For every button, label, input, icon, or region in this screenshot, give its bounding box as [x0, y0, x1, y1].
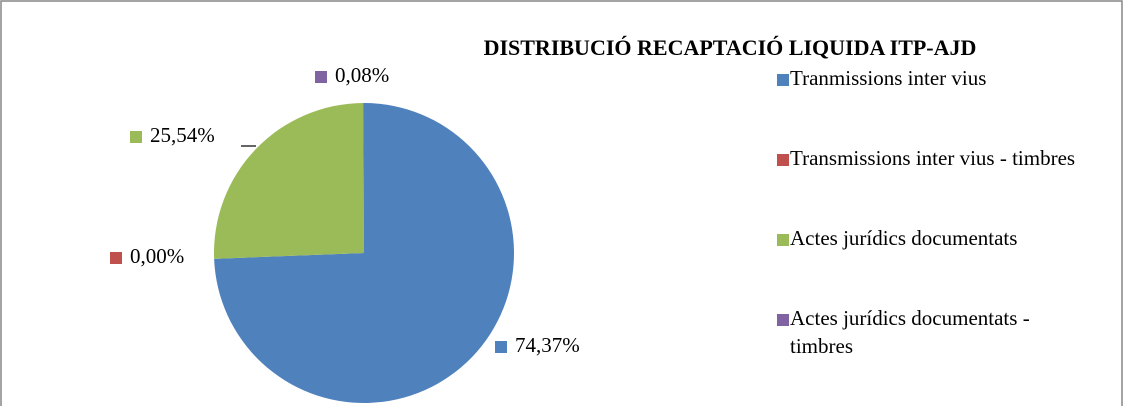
legend-swatch: [777, 234, 789, 246]
pie-slice: [214, 103, 515, 403]
label-swatch: [110, 252, 122, 264]
legend-swatch: [777, 154, 789, 166]
data-label: 74,37%: [515, 333, 580, 357]
legend-label: Transmissions inter vius - timbres: [790, 146, 1075, 170]
chart-title: DISTRIBUCIÓ RECAPTACIÓ LIQUIDA ITP-AJD: [484, 35, 977, 60]
legend-label: Actes jurídics documentats: [790, 226, 1017, 250]
legend-swatch: [777, 314, 789, 326]
legend-label: Tranmissions inter vius: [790, 66, 986, 90]
label-swatch: [495, 341, 507, 353]
legend-label: Actes jurídics documentats -timbres: [790, 306, 1030, 358]
legend-swatch: [777, 74, 789, 86]
data-label: 25,54%: [150, 123, 215, 147]
data-label: 0,00%: [130, 244, 184, 268]
pie-slice: [363, 103, 364, 253]
data-label: 0,08%: [335, 63, 389, 87]
label-swatch: [130, 131, 142, 143]
label-swatch: [315, 71, 327, 83]
pie-slice: [214, 103, 364, 259]
